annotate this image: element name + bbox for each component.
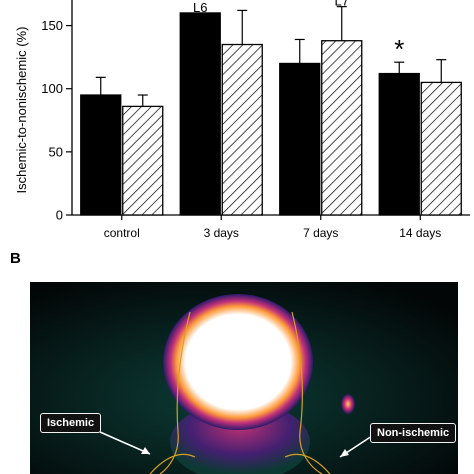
- bar-series2-control: [122, 105, 164, 216]
- bar-chart: 0 50 100 150 control 3 days 7 days 14 days L6 L7…: [14, 0, 470, 240]
- y-tick-label: 50: [49, 144, 63, 159]
- bar-annotation: L6: [193, 0, 207, 15]
- bar-series2-14-days: [420, 81, 462, 216]
- panel-b: B: [0, 240, 474, 474]
- y-tick-label: 100: [41, 81, 63, 96]
- scan-image: [30, 282, 458, 474]
- bar-series2-3-days: [221, 43, 263, 216]
- hot-spot: [163, 294, 313, 430]
- x-tick-label: control: [104, 226, 140, 240]
- ischemic-label: Ischemic: [40, 413, 102, 433]
- y-axis-label: Ischemic-to-nonischemic (%): [14, 27, 29, 194]
- x-tick-label: 14 days: [399, 226, 441, 240]
- panel-letter-b: B: [10, 250, 21, 267]
- bar-series1-14-days: [378, 72, 420, 216]
- bar-series1-3-days: [179, 12, 221, 216]
- significance-marker: *: [394, 34, 404, 64]
- y-tick-label: 0: [56, 208, 63, 223]
- bar-annotation: L7: [335, 0, 349, 9]
- bar-series2-7-days: [321, 40, 363, 216]
- x-tick-label: 3 days: [204, 226, 239, 240]
- y-tick-label: 150: [41, 18, 63, 33]
- bar-series1-control: [80, 94, 122, 216]
- non-ischemic-label: Non-ischemic: [370, 423, 457, 443]
- x-tick-label: 7 days: [303, 226, 338, 240]
- bar-series1-7-days: [279, 62, 321, 216]
